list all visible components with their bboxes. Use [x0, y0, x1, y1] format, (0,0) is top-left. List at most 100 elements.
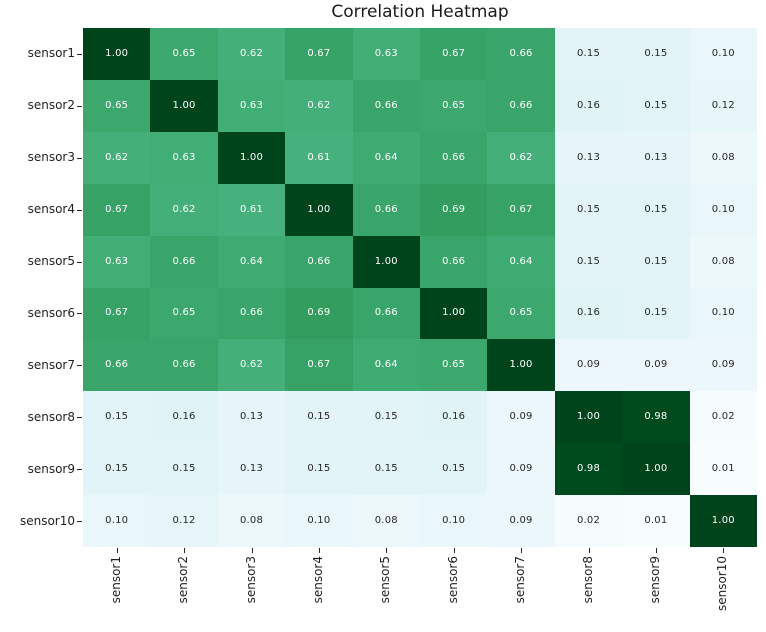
x-tick-label: sensor3	[243, 556, 258, 604]
heatmap-cell: 1.00	[622, 443, 690, 496]
heatmap-cell: 0.62	[487, 131, 555, 184]
heatmap-cell: 0.09	[689, 339, 757, 392]
heatmap-cell: 0.15	[622, 79, 690, 132]
heatmap-cell: 0.98	[554, 443, 623, 496]
heatmap-cell: 0.09	[554, 339, 623, 392]
heatmap-cell: 0.67	[83, 183, 151, 236]
heatmap-cell: 0.63	[352, 28, 420, 80]
heatmap-cell: 0.15	[622, 183, 690, 236]
x-tick-label: sensor7	[513, 556, 528, 604]
heatmap-cell: 0.98	[622, 391, 690, 444]
y-tick-mark	[77, 469, 82, 470]
x-tick-mark	[589, 548, 590, 553]
x-tick-mark	[184, 548, 185, 553]
heatmap-cell: 1.00	[487, 339, 555, 392]
heatmap-cell: 0.16	[420, 391, 488, 444]
y-tick-label: sensor8	[27, 409, 75, 424]
x-tick-label: sensor1	[108, 556, 123, 604]
heatmap-cell: 0.66	[487, 28, 555, 80]
heatmap-cell: 0.10	[689, 183, 757, 236]
heatmap-cell: 1.00	[554, 391, 623, 444]
y-tick-mark	[77, 521, 82, 522]
heatmap-cell: 0.10	[83, 495, 151, 547]
y-tick-mark	[77, 210, 82, 211]
x-tick-label: sensor2	[176, 556, 191, 604]
heatmap-cell: 0.65	[487, 287, 555, 340]
heatmap-cell: 0.02	[689, 391, 757, 444]
heatmap-cell: 0.16	[554, 287, 623, 340]
x-tick-label: sensor10	[715, 556, 730, 612]
y-tick-label: sensor9	[27, 461, 75, 476]
heatmap-cell: 0.10	[420, 495, 488, 547]
heatmap-cell: 0.62	[83, 131, 151, 184]
heatmap-cell: 0.67	[285, 339, 353, 392]
y-tick-mark	[77, 365, 82, 366]
heatmap-cell: 0.61	[285, 131, 353, 184]
heatmap-cell: 0.65	[83, 79, 151, 132]
x-tick-mark	[723, 548, 724, 553]
heatmap-cell: 0.66	[217, 287, 286, 340]
heatmap-cell: 0.01	[689, 443, 757, 496]
heatmap-cell: 0.10	[689, 287, 757, 340]
heatmap-cell: 1.00	[420, 287, 488, 340]
heatmap-cell: 0.64	[352, 339, 420, 392]
heatmap-cell: 0.15	[622, 287, 690, 340]
heatmap-cell: 0.62	[217, 28, 286, 80]
heatmap-cell: 0.12	[150, 495, 218, 547]
heatmap-cell: 0.13	[217, 443, 286, 496]
heatmap-cell: 0.66	[420, 131, 488, 184]
heatmap-cell: 0.63	[150, 131, 218, 184]
heatmap-cell: 0.15	[352, 443, 420, 496]
heatmap-cell: 0.09	[487, 443, 555, 496]
heatmap-cell: 0.15	[420, 443, 488, 496]
y-tick-label: sensor6	[27, 305, 75, 320]
heatmap-cell: 0.67	[420, 28, 488, 80]
heatmap: 1.00 0.65 0.62 0.67 0.63 0.67 0.66 0.15 0.15 0.10…	[83, 28, 757, 547]
x-tick-mark	[521, 548, 522, 553]
heatmap-cell: 0.66	[352, 183, 420, 236]
heatmap-cell: 0.66	[83, 339, 151, 392]
heatmap-cell: 0.10	[285, 495, 353, 547]
heatmap-cell: 0.65	[420, 339, 488, 392]
chart-title: Correlation Heatmap	[331, 2, 509, 22]
heatmap-cell: 0.15	[83, 443, 151, 496]
heatmap-cell: 0.08	[352, 495, 420, 547]
heatmap-cell: 0.66	[285, 235, 353, 288]
heatmap-cell: 0.66	[352, 287, 420, 340]
x-tick-mark	[454, 548, 455, 553]
x-tick-mark	[319, 548, 320, 553]
y-tick-label: sensor10	[19, 513, 75, 528]
heatmap-cell: 0.66	[420, 235, 488, 288]
heatmap-cell: 0.08	[689, 131, 757, 184]
heatmap-cell: 0.67	[285, 28, 353, 80]
x-tick-mark	[656, 548, 657, 553]
heatmap-cell: 1.00	[352, 235, 420, 288]
heatmap-cell: 0.62	[217, 339, 286, 392]
y-tick-label: sensor3	[27, 150, 75, 165]
heatmap-cell: 0.15	[554, 183, 623, 236]
x-tick-mark	[117, 548, 118, 553]
heatmap-cell: 0.16	[554, 79, 623, 132]
heatmap-cell: 0.69	[285, 287, 353, 340]
y-tick-mark	[77, 106, 82, 107]
x-tick-mark	[386, 548, 387, 553]
x-tick-mark	[252, 548, 253, 553]
x-tick-label: sensor9	[647, 556, 662, 604]
heatmap-cell: 0.15	[83, 391, 151, 444]
heatmap-cell: 0.13	[622, 131, 690, 184]
heatmap-cell: 0.62	[150, 183, 218, 236]
heatmap-cell: 0.08	[217, 495, 286, 547]
y-tick-mark	[77, 313, 82, 314]
heatmap-cell: 1.00	[150, 79, 218, 132]
heatmap-cell: 0.62	[285, 79, 353, 132]
heatmap-cell: 0.15	[554, 235, 623, 288]
heatmap-cell: 0.66	[352, 79, 420, 132]
heatmap-cell: 0.63	[83, 235, 151, 288]
heatmap-cell: 0.67	[487, 183, 555, 236]
heatmap-cell: 0.66	[487, 79, 555, 132]
y-tick-label: sensor2	[27, 98, 75, 113]
heatmap-cell: 0.15	[150, 443, 218, 496]
heatmap-cell: 0.15	[554, 28, 623, 80]
heatmap-cell: 0.01	[622, 495, 690, 547]
